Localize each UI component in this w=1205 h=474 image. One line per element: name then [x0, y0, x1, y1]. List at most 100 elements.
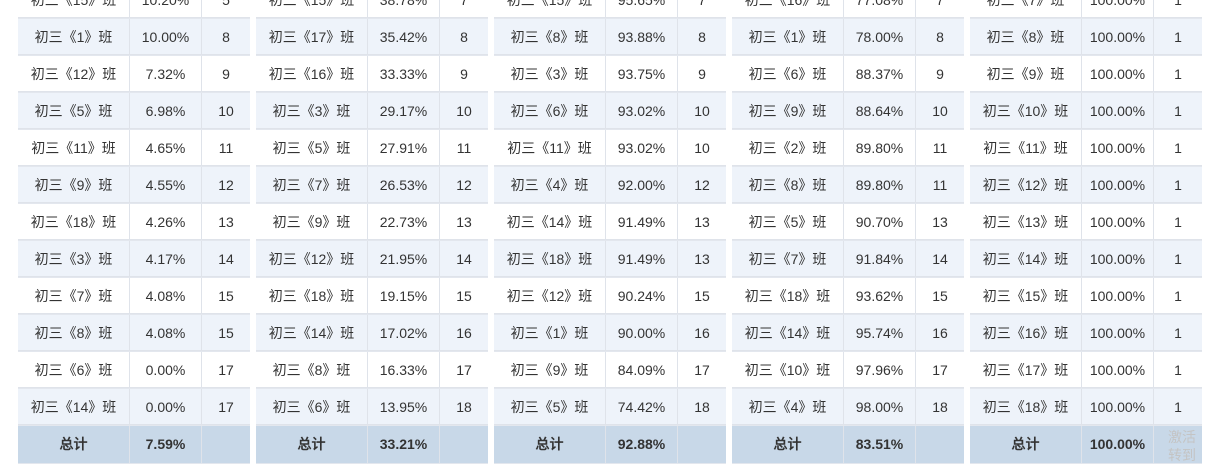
rank-cell: 15: [202, 278, 250, 314]
percentage-cell: 97.96%: [844, 352, 916, 388]
percentage-cell: 0.00%: [130, 352, 202, 388]
rank-cell: 11: [202, 130, 250, 166]
class-name-cell: 初三《18》班: [256, 278, 368, 314]
class-name-cell: 初三《7》班: [256, 167, 368, 203]
rank-cell: 11: [916, 130, 964, 166]
class-name-cell: 初三《13》班: [970, 204, 1082, 240]
percentage-cell: 88.64%: [844, 93, 916, 129]
percentage-cell: 4.08%: [130, 315, 202, 351]
rank-cell: 1: [1154, 93, 1202, 129]
total-row: 总计 100.00%: [970, 426, 1202, 463]
class-name-cell: 初三《5》班: [18, 93, 130, 129]
rank-cell: 13: [678, 241, 726, 277]
class-name-cell: 初三《3》班: [494, 56, 606, 92]
table-row: 初三《16》班 100.00% 1: [970, 315, 1202, 351]
rank-cell: 10: [916, 93, 964, 129]
rank-cell: 8: [678, 19, 726, 55]
percentage-cell: 78.00%: [844, 19, 916, 55]
table-row: 初三《11》班 100.00% 1: [970, 130, 1202, 166]
rank-cell: 11: [916, 167, 964, 203]
class-name-cell: 初三《12》班: [494, 278, 606, 314]
percentage-cell: 100.00%: [1082, 93, 1154, 129]
class-name-cell: 初三《8》班: [18, 315, 130, 351]
rank-cell: 9: [440, 56, 488, 92]
rank-cell: 16: [678, 315, 726, 351]
percentage-cell: 93.02%: [606, 130, 678, 166]
table-row: 初三《15》班 95.65% 7: [494, 0, 726, 18]
total-label: 总计: [256, 426, 368, 463]
class-name-cell: 初三《7》班: [970, 0, 1082, 18]
percentage-cell: 77.08%: [844, 0, 916, 18]
rank-cell: 14: [916, 241, 964, 277]
class-name-cell: 初三《17》班: [256, 19, 368, 55]
percentage-cell: 98.00%: [844, 389, 916, 425]
percentage-cell: 90.00%: [606, 315, 678, 351]
class-name-cell: 初三《7》班: [18, 278, 130, 314]
table-row: 初三《8》班 4.08% 15: [18, 315, 250, 351]
table-row: 初三《10》班 97.96% 17: [732, 352, 964, 388]
table-row: 初三《14》班 95.74% 16: [732, 315, 964, 351]
table-row: 初三《18》班 93.62% 15: [732, 278, 964, 314]
rank-cell: 1: [1154, 315, 1202, 351]
class-name-cell: 初三《11》班: [18, 130, 130, 166]
table-row: 初三《14》班 91.49% 13: [494, 204, 726, 240]
class-name-cell: 初三《18》班: [494, 241, 606, 277]
rank-cell: 1: [1154, 389, 1202, 425]
table-row: 初三《6》班 13.95% 18: [256, 389, 488, 425]
table-row: 初三《17》班 100.00% 1: [970, 352, 1202, 388]
rank-cell: 13: [202, 204, 250, 240]
percentage-cell: 93.75%: [606, 56, 678, 92]
table-row: 初三《14》班 0.00% 17: [18, 389, 250, 425]
table-row: 初三《11》班 93.02% 10: [494, 130, 726, 166]
class-name-cell: 初三《14》班: [970, 241, 1082, 277]
class-name-cell: 初三《10》班: [970, 93, 1082, 129]
percentage-cell: 10.00%: [130, 19, 202, 55]
rank-cell: 7: [916, 0, 964, 18]
rank-cell: 8: [202, 19, 250, 55]
ranking-table-2: 初三《15》班 38.78% 7 初三《17》班 35.42% 8 初三《16》班 33.33…: [256, 0, 488, 464]
percentage-cell: 88.37%: [844, 56, 916, 92]
class-name-cell: 初三《9》班: [732, 93, 844, 129]
rank-cell: 18: [916, 389, 964, 425]
class-name-cell: 初三《11》班: [970, 130, 1082, 166]
rank-cell: 15: [678, 278, 726, 314]
percentage-cell: 100.00%: [1082, 278, 1154, 314]
percentage-cell: 38.78%: [368, 0, 440, 18]
percentage-cell: 16.33%: [368, 352, 440, 388]
rank-cell: 13: [678, 204, 726, 240]
percentage-cell: 100.00%: [1082, 241, 1154, 277]
rank-cell: 17: [916, 352, 964, 388]
class-name-cell: 初三《5》班: [494, 389, 606, 425]
total-label: 总计: [970, 426, 1082, 463]
rank-cell: 17: [202, 389, 250, 425]
table-row: 初三《14》班 100.00% 1: [970, 241, 1202, 277]
percentage-cell: 13.95%: [368, 389, 440, 425]
total-percentage: 33.21%: [368, 426, 440, 463]
class-name-cell: 初三《6》班: [18, 352, 130, 388]
rank-cell: 11: [440, 130, 488, 166]
percentage-cell: 90.24%: [606, 278, 678, 314]
table-row: 初三《5》班 27.91% 11: [256, 130, 488, 166]
percentage-cell: 10.20%: [130, 0, 202, 18]
percentage-cell: 17.02%: [368, 315, 440, 351]
table-row: 初三《18》班 100.00% 1: [970, 389, 1202, 425]
table-row: 初三《7》班 26.53% 12: [256, 167, 488, 203]
total-row: 总计 83.51%: [732, 426, 964, 463]
table-row: 初三《1》班 10.00% 8: [18, 19, 250, 55]
rank-cell: 7: [678, 0, 726, 18]
class-name-cell: 初三《12》班: [970, 167, 1082, 203]
rank-cell: 17: [440, 352, 488, 388]
table-row: 初三《5》班 90.70% 13: [732, 204, 964, 240]
total-percentage: 100.00%: [1082, 426, 1154, 463]
rank-cell: 15: [440, 278, 488, 314]
rank-cell: 15: [202, 315, 250, 351]
table-row: 初三《18》班 19.15% 15: [256, 278, 488, 314]
percentage-cell: 6.98%: [130, 93, 202, 129]
ranking-table-5: 初三《7》班 100.00% 1 初三《8》班 100.00% 1 初三《9》班 100.00…: [970, 0, 1202, 464]
class-name-cell: 初三《18》班: [732, 278, 844, 314]
class-name-cell: 初三《9》班: [256, 204, 368, 240]
class-name-cell: 初三《18》班: [970, 389, 1082, 425]
percentage-cell: 7.32%: [130, 56, 202, 92]
total-rank-empty: [916, 426, 964, 463]
